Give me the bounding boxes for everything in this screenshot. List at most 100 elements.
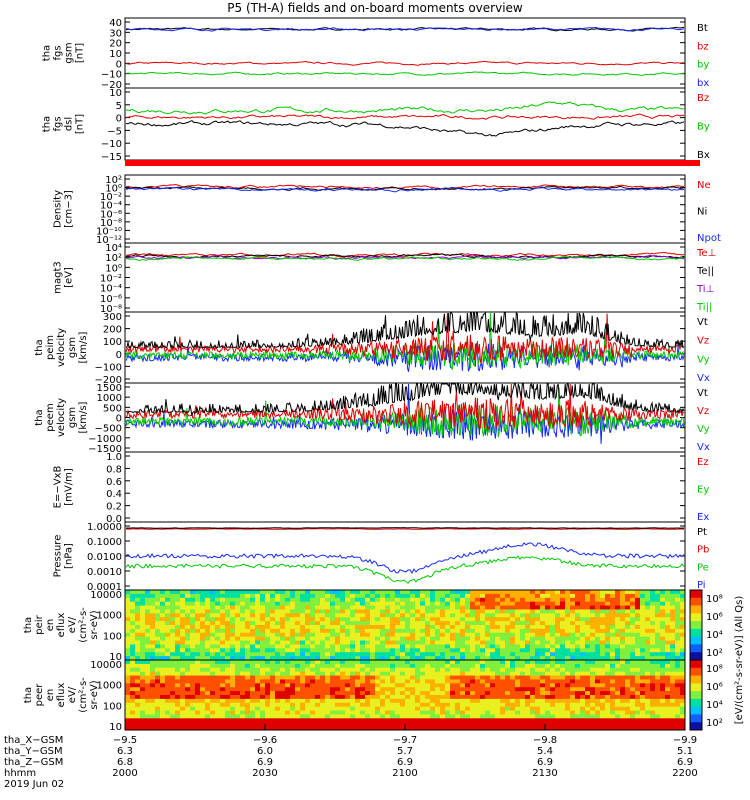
heat-cell	[505, 679, 511, 684]
heat-cell	[420, 601, 426, 607]
heat-cell	[440, 675, 446, 680]
heat-cell	[555, 656, 561, 661]
heat-cell	[155, 636, 161, 642]
heat-cell	[130, 636, 136, 642]
heat-cell	[150, 695, 156, 700]
heat-cell	[605, 695, 611, 700]
heat-cell	[295, 663, 301, 669]
heat-cell	[565, 702, 571, 708]
heat-cell	[270, 695, 276, 700]
heat-cell	[150, 710, 156, 715]
heat-cell	[660, 609, 666, 614]
heat-cell	[225, 691, 231, 696]
heat-cell	[300, 714, 306, 719]
heat-cell	[650, 644, 656, 649]
heat-cell	[255, 667, 261, 673]
heat-cell	[680, 609, 686, 614]
heat-cell	[280, 667, 286, 673]
heat-cell	[410, 625, 416, 630]
heat-cell	[210, 632, 216, 638]
heat-cell	[435, 714, 441, 719]
heat-cell	[510, 652, 516, 657]
heat-cell	[145, 648, 151, 653]
heat-cell	[255, 679, 261, 684]
heat-cell	[165, 613, 171, 618]
colorbar-swatch	[690, 605, 702, 614]
heat-cell	[125, 667, 131, 673]
heat-cell	[200, 605, 206, 610]
heat-cell	[160, 644, 166, 649]
heat-cell	[445, 702, 451, 708]
heat-cell	[285, 632, 291, 638]
heat-cell	[635, 679, 641, 684]
heat-cell	[345, 628, 351, 634]
heat-cell	[310, 695, 316, 700]
heat-cell	[455, 702, 461, 708]
heat-cell	[385, 714, 391, 719]
heat-cell	[175, 722, 181, 727]
heat-cell	[205, 695, 211, 700]
heat-cell	[220, 718, 226, 723]
heat-cell	[660, 613, 666, 618]
heat-cell	[430, 671, 436, 677]
heat-cell	[175, 609, 181, 614]
heat-cell	[335, 702, 341, 708]
heat-cell	[430, 593, 436, 599]
heat-cell	[275, 601, 281, 607]
heat-cell	[280, 683, 286, 688]
heat-cell	[265, 613, 271, 618]
colorbar-frame	[689, 659, 703, 731]
heat-cell	[540, 628, 546, 634]
heat-cell	[180, 590, 186, 595]
heat-cell	[650, 691, 656, 696]
heat-cell	[450, 710, 456, 715]
heat-cell	[305, 597, 311, 603]
heat-cell	[320, 714, 326, 719]
heat-cell	[185, 710, 191, 715]
heat-cell	[395, 663, 401, 669]
heat-cell	[450, 660, 456, 665]
heat-cell	[185, 632, 191, 638]
heat-cell	[625, 644, 631, 649]
heat-cell	[345, 632, 351, 638]
heat-cell	[240, 617, 246, 622]
heat-cell	[670, 652, 676, 657]
heat-cell	[650, 621, 656, 626]
heat-cell	[265, 683, 271, 688]
colorbar-swatch	[690, 660, 702, 669]
heat-cell	[355, 613, 361, 618]
heat-cell	[335, 613, 341, 618]
heat-cell	[610, 648, 616, 653]
x-tick-label: 6.8	[117, 757, 133, 768]
heat-cell	[160, 601, 166, 607]
heat-cell	[170, 683, 176, 688]
heat-cell	[305, 656, 311, 661]
heat-cell	[325, 625, 331, 630]
heat-cell	[415, 621, 421, 626]
heat-cell	[300, 675, 306, 680]
heat-cell	[555, 714, 561, 719]
heat-cell	[255, 625, 261, 630]
heat-cell	[410, 683, 416, 688]
heat-cell	[285, 691, 291, 696]
heat-cell	[520, 722, 526, 727]
heat-cell	[470, 593, 476, 599]
heat-cell	[250, 695, 256, 700]
heat-cell	[270, 597, 276, 603]
heat-cell	[635, 695, 641, 700]
heat-cell	[595, 636, 601, 642]
heat-cell	[645, 683, 651, 688]
heat-cell	[265, 718, 271, 723]
heat-cell	[485, 714, 491, 719]
heat-cell	[520, 590, 526, 595]
heat-cell	[535, 667, 541, 673]
heat-cell	[135, 691, 141, 696]
heat-cell	[475, 698, 481, 704]
panel-frame	[124, 521, 686, 591]
heat-cell	[440, 652, 446, 657]
y-axis-label: eV/	[67, 616, 78, 633]
heat-cell	[495, 726, 501, 731]
heat-cell	[215, 718, 221, 723]
heat-cell	[345, 687, 351, 692]
legend-bz: bz	[697, 41, 709, 52]
